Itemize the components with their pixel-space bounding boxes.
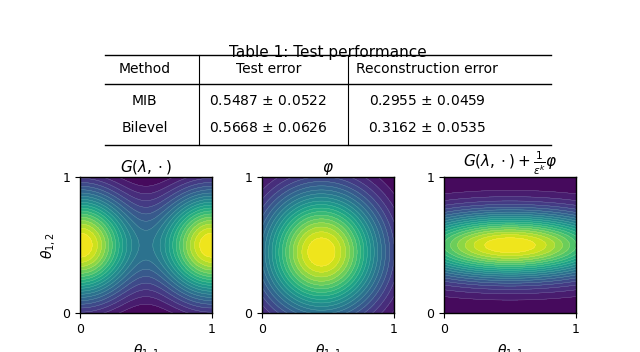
- Title: $G(\lambda, \cdot) + \frac{1}{\epsilon^k}\varphi$: $G(\lambda, \cdot) + \frac{1}{\epsilon^k…: [463, 150, 557, 177]
- Text: Method: Method: [118, 62, 170, 76]
- X-axis label: $\theta_{1,1}$: $\theta_{1,1}$: [314, 341, 342, 352]
- Text: Table 1: Test performance: Table 1: Test performance: [229, 45, 427, 61]
- Text: Bilevel: Bilevel: [121, 121, 168, 135]
- Text: Test error: Test error: [236, 62, 301, 76]
- Title: $G(\lambda, \cdot)$: $G(\lambda, \cdot)$: [120, 158, 172, 176]
- Text: MIB: MIB: [132, 94, 157, 108]
- Y-axis label: $\theta_{1,2}$: $\theta_{1,2}$: [39, 232, 57, 259]
- Text: 0.2955 $\pm$ 0.0459: 0.2955 $\pm$ 0.0459: [369, 94, 486, 108]
- X-axis label: $\theta_{1,1}$: $\theta_{1,1}$: [497, 341, 524, 352]
- Text: Reconstruction error: Reconstruction error: [356, 62, 498, 76]
- Text: 0.5668 $\pm$ 0.0626: 0.5668 $\pm$ 0.0626: [209, 121, 328, 135]
- X-axis label: $\theta_{1,1}$: $\theta_{1,1}$: [132, 341, 159, 352]
- Text: 0.3162 $\pm$ 0.0535: 0.3162 $\pm$ 0.0535: [368, 121, 486, 135]
- Title: $\varphi$: $\varphi$: [322, 161, 334, 177]
- Text: 0.5487 $\pm$ 0.0522: 0.5487 $\pm$ 0.0522: [209, 94, 328, 108]
